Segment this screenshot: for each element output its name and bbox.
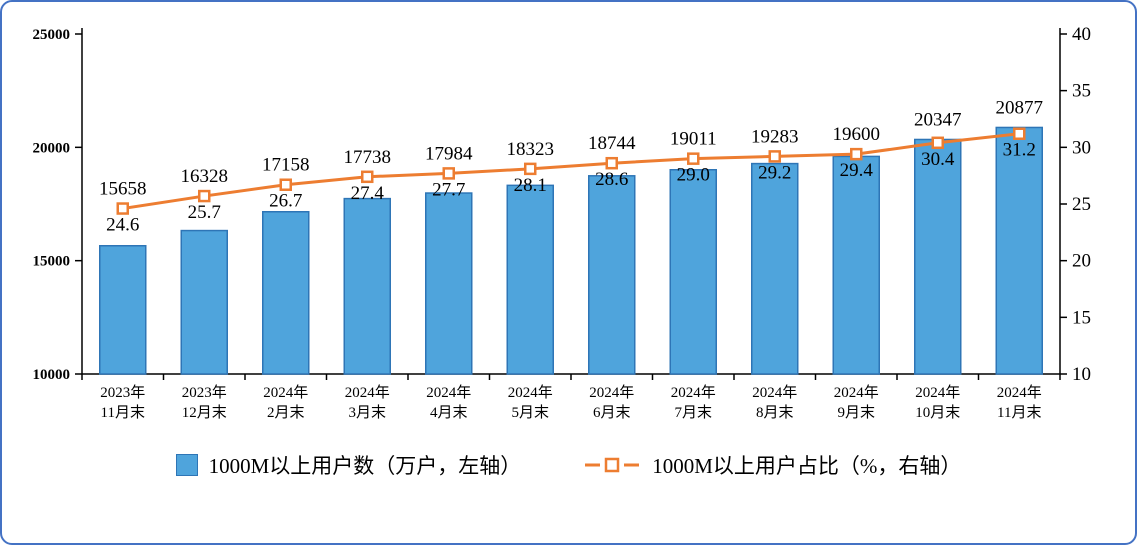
line-marker [198,189,211,203]
x-category-label-line2: 3月末 [348,404,386,421]
x-category-label-line2: 7月末 [674,404,712,421]
x-category-label-line2: 9月末 [837,404,875,421]
x-category-label-line2: 11月末 [997,404,1041,421]
x-category-label-line1: 2024年 [752,384,797,401]
line-value-label: 30.4 [921,149,955,170]
bar [343,197,391,375]
bar-value-label: 15658 [99,179,147,200]
bar-value-label: 20347 [914,109,962,130]
line-marker [524,162,537,176]
line-marker [687,152,700,165]
x-category-label-line1: 2024年 [589,384,634,401]
bar [914,138,962,375]
bar-value-label: 18323 [507,139,555,160]
bar [506,184,554,375]
bar-swatch-icon [175,454,198,476]
legend-bar-label: 1000M以上用户数（万户，左轴） [208,454,522,478]
line-marker [1013,127,1026,140]
bar [180,229,228,375]
bar [99,245,147,375]
line-marker-icon [585,457,640,473]
line-value-label: 29.2 [758,162,791,183]
right-axis-tick-label: 30 [1072,137,1091,158]
line-marker [442,167,455,180]
bar-value-label: 19283 [751,126,799,147]
line-marker [279,178,292,191]
bar-value-label: 19011 [670,129,717,150]
right-axis-tick-label: 15 [1072,307,1091,328]
legend-line-square [605,457,620,473]
legend-line-label: 1000M以上用户占比（%，右轴） [652,454,962,478]
line-value-label: 28.1 [514,175,547,196]
bar-value-label: 18744 [588,133,636,154]
bar-value-label: 19600 [833,124,881,145]
x-category-label-line1: 2024年 [263,384,308,401]
x-category-label-line1: 2024年 [997,384,1042,401]
line-marker [116,202,129,215]
left-axis-tick-label: 25000 [33,27,71,43]
x-category-label-line1: 2024年 [671,384,716,401]
line-marker [605,156,618,170]
line-marker [768,150,781,163]
bar [669,169,717,375]
x-category-label-line2: 11月末 [101,404,145,421]
x-category-label-line2: 10月末 [915,404,960,421]
line-value-label: 24.6 [106,215,139,236]
right-axis-tick-label: 10 [1072,364,1091,385]
legend-item-bars: 1000M以上用户数（万户，左轴） [175,450,522,480]
left-axis-tick-label: 15000 [33,254,71,270]
line-value-label: 27.7 [432,179,465,200]
x-category-label-line2: 8月末 [756,404,794,421]
x-category-label-line2: 2月末 [267,404,305,421]
bar [751,162,799,375]
x-category-label-line2: 5月末 [511,404,549,421]
bar [262,211,310,375]
line-value-label: 25.7 [188,202,221,223]
left-axis-tick-label: 20000 [33,140,71,156]
bar-value-label: 16328 [181,166,229,187]
x-category-label-line1: 2023年 [182,384,227,401]
line-value-label: 29.0 [677,165,710,186]
x-category-label-line2: 4月末 [430,404,468,421]
x-category-label-line2: 12月末 [182,404,227,421]
bar [832,155,880,375]
line-value-label: 31.2 [1003,140,1036,161]
x-category-label-line1: 2024年 [426,384,471,401]
line-marker [850,147,863,161]
x-category-label-line1: 2023年 [100,384,145,401]
line-series [122,132,1020,211]
line-value-label: 27.4 [351,183,385,204]
left-axis-tick-label: 10000 [33,367,71,383]
x-category-label-line1: 2024年 [345,384,390,401]
legend-item-line: 1000M以上用户占比（%，右轴） [585,450,961,480]
bar-value-label: 17158 [262,155,310,176]
line-marker [931,136,944,150]
legend: 1000M以上用户数（万户，左轴） 1000M以上用户占比（%，右轴） [2,450,1135,480]
line-value-label: 28.6 [595,169,628,190]
bar-value-label: 17984 [425,143,473,164]
x-category-label-line1: 2024年 [508,384,553,401]
right-axis-tick-label: 20 [1072,251,1091,272]
x-category-label-line1: 2024年 [915,384,960,401]
right-axis-tick-label: 25 [1072,194,1091,215]
bar [588,175,636,375]
right-axis-tick-label: 35 [1072,81,1091,102]
line-marker [361,170,374,184]
x-category-label-line1: 2024年 [834,384,879,401]
right-axis-tick-label: 40 [1072,24,1091,45]
bar-value-label: 17738 [344,147,392,168]
bar-value-label: 20877 [996,97,1044,118]
bar [995,126,1043,375]
line-value-label: 29.4 [840,160,874,181]
line-value-label: 26.7 [269,191,302,212]
x-category-label-line2: 6月末 [593,404,631,421]
bar [425,192,473,375]
